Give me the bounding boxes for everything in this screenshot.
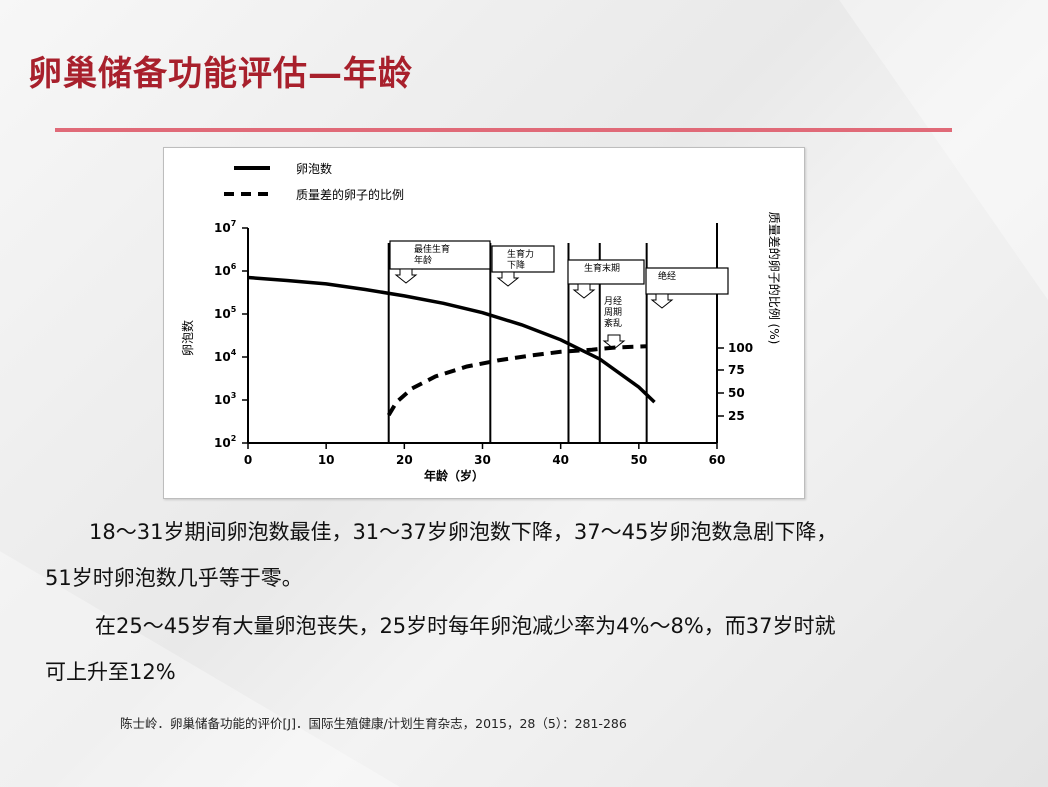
y-left-tick-exponent: 3 xyxy=(231,391,237,400)
poor-quality-egg-ratio-line xyxy=(386,344,647,417)
x-axis-label: 年龄（岁） xyxy=(424,468,484,483)
x-tick-label: 40 xyxy=(552,453,569,467)
stage-arrow xyxy=(650,293,674,309)
y-right-tick-label: 50 xyxy=(728,386,745,400)
paragraph-1-line-1: 18～31岁期间卵泡数最佳，31～37岁卵泡数下降，37～45岁卵泡数急剧下降， xyxy=(89,520,838,544)
chart-svg: 卵泡数 质量差的卵子的比例 0 10 20 30 40 50 60 102 103 104 105… xyxy=(180,161,782,483)
y-left-tick-label: 106 xyxy=(214,262,237,278)
stage-box xyxy=(389,240,491,270)
title-underline xyxy=(55,128,952,132)
stage-box xyxy=(645,267,729,295)
x-tick-label: 20 xyxy=(396,453,413,467)
y-right-tick-label: 25 xyxy=(728,409,745,423)
x-tick-label: 0 xyxy=(244,453,252,467)
stage-label: 年龄 xyxy=(414,254,432,266)
stage-arrow xyxy=(496,271,520,287)
stage-label: 下降 xyxy=(507,259,525,271)
y-left-tick-exponent: 2 xyxy=(231,434,237,443)
x-tick-label: 30 xyxy=(474,453,491,467)
stage-box xyxy=(567,259,645,285)
y-right-tick-label: 100 xyxy=(728,341,753,355)
stage-label: 紊乱 xyxy=(604,317,622,329)
stage-label: 最佳生育 xyxy=(414,243,450,255)
x-tick-label: 60 xyxy=(709,453,726,467)
stage-box xyxy=(491,245,555,273)
y-left-tick-exponent: 6 xyxy=(231,262,237,271)
paragraph-2-line-1: 在25～45岁有大量卵泡丧失，25岁时每年卵泡减少率为4%～8%，而37岁时就 xyxy=(95,614,836,638)
stage-arrow xyxy=(394,268,418,284)
stage-arrow xyxy=(572,283,596,299)
x-tick-label: 50 xyxy=(630,453,647,467)
paragraph-1-line-2: 51岁时卵泡数几乎等于零。 xyxy=(45,566,303,590)
citation: 陈士岭．卵巢储备功能的评价[J]．国际生殖健康/计划生育杂志，2015，28（5… xyxy=(120,716,627,731)
follicle-count-line xyxy=(247,275,656,404)
y-left-tick-exponent: 4 xyxy=(231,348,237,357)
x-tick-label: 10 xyxy=(318,453,335,467)
y-left-tick-label: 104 xyxy=(214,348,237,364)
chart-panel: 卵泡数 质量差的卵子的比例 0 10 20 30 40 50 60 102 103 104 105… xyxy=(163,147,805,499)
stage-label: 生育末期 xyxy=(584,262,620,274)
stage-label: 生育力 xyxy=(507,248,534,260)
y-left-tick-label: 105 xyxy=(214,305,237,321)
y-left-tick-label: 107 xyxy=(214,219,236,235)
stage-label: 绝经 xyxy=(658,270,676,282)
paragraph-2-line-2: 可上升至12% xyxy=(45,660,176,684)
stage-label: 月经 xyxy=(604,295,622,307)
y-right-tick-label: 75 xyxy=(728,363,745,377)
y-left-tick-exponent: 7 xyxy=(231,219,237,228)
legend-label-follicles: 卵泡数 xyxy=(296,161,332,176)
y-axis-right-label: 质量差的卵子的比例 (%) xyxy=(767,212,782,345)
stage-arrow xyxy=(602,334,626,350)
y-left-tick-label: 102 xyxy=(214,434,236,450)
slide-title: 卵巢储备功能评估—年龄 xyxy=(28,54,413,94)
legend-label-poor-quality: 质量差的卵子的比例 xyxy=(296,187,404,202)
y-axis-left-label: 卵泡数 xyxy=(180,320,195,356)
y-left-tick-exponent: 5 xyxy=(231,305,237,314)
stage-label: 周期 xyxy=(604,307,622,318)
paragraph-2: 在25～45岁有大量卵泡丧失，25岁时每年卵泡减少率为4%～8%，而37岁时就 … xyxy=(45,603,1005,695)
paragraph-1: 18～31岁期间卵泡数最佳，31～37岁卵泡数下降，37～45岁卵泡数急剧下降，… xyxy=(45,509,1005,601)
y-left-tick-label: 103 xyxy=(214,391,236,407)
